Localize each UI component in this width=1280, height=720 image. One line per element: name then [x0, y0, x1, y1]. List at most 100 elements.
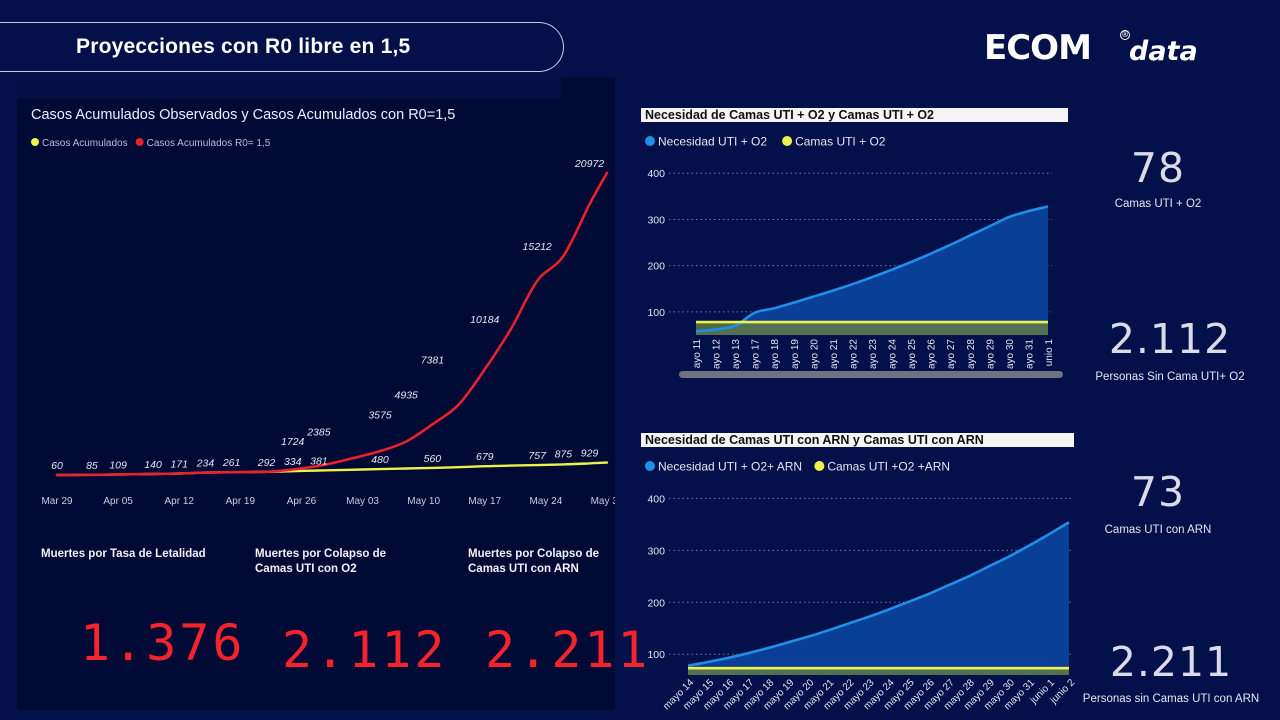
y-tick-label: 300 — [647, 214, 665, 226]
logo-main: ECOM — [984, 28, 1092, 68]
legend-marker-1 — [782, 136, 793, 146]
y-tick-label: 400 — [647, 168, 665, 180]
beds-area — [696, 322, 1048, 335]
cumulative-cases-chart: Casos Acumulados Casos Acumulados R0= 1,5… — [31, 138, 615, 507]
data-label: 261 — [222, 457, 241, 469]
x-tick-label: ayo 11 — [692, 339, 703, 369]
data-label: 171 — [170, 459, 188, 471]
legend-label-1: Camas UTI + O2 — [795, 135, 886, 149]
x-tick-label: May 31 — [591, 496, 615, 507]
x-tick-label: ayo 20 — [809, 339, 820, 369]
need-line — [687, 521, 1070, 667]
y-tick-label: 400 — [647, 493, 665, 505]
x-tick-label: May 10 — [407, 496, 440, 507]
x-tick-label: ayo 30 — [1005, 339, 1016, 369]
x-tick-label: Mar 29 — [41, 496, 73, 507]
page-title: Proyecciones con R0 libre en 1,5 — [76, 35, 411, 58]
x-tick-label: May 03 — [346, 496, 379, 507]
data-label: 60 — [51, 460, 63, 472]
horizontal-scrollbar — [679, 371, 1063, 378]
data-label: 2385 — [306, 427, 331, 439]
kpi-colapso-arn-value: 2.211 — [485, 621, 651, 679]
x-tick-label: ayo 28 — [966, 339, 977, 369]
personas-o2-label: Personas Sin Cama UTI+ O2 — [1095, 371, 1245, 383]
arn-chart-title: Necesidad de Camas UTI con ARN y Camas U… — [641, 433, 1074, 447]
data-label: 1724 — [281, 436, 305, 448]
x-tick-label: ayo 25 — [907, 339, 918, 369]
data-label: 85 — [86, 460, 98, 472]
kpi-colapso-arn-label: Muertes por Colapso de Camas UTI con ARN — [468, 548, 599, 575]
series-line-1 — [55, 171, 609, 477]
x-tick-label: ayo 19 — [790, 339, 801, 369]
x-tick-label: ayo 26 — [927, 339, 938, 369]
need-area — [696, 206, 1048, 335]
data-label: 4935 — [395, 390, 419, 402]
camas-o2-label: Camas UTI + O2 — [1114, 198, 1202, 210]
x-tick-label: ayo 18 — [770, 339, 781, 369]
arn-beds-chart: Necesidad UTI + O2+ ARN Camas UTI +O2 +AR… — [645, 460, 1077, 712]
logo-sub: data — [1129, 36, 1198, 67]
x-tick-label: Apr 26 — [287, 496, 317, 507]
data-label: 292 — [257, 457, 276, 469]
x-tick-label: May 17 — [468, 496, 501, 507]
x-tick-label: ayo 12 — [712, 339, 723, 369]
data-label: 20972 — [574, 158, 604, 170]
data-label: 3575 — [368, 409, 392, 421]
data-label: 381 — [310, 455, 328, 467]
x-tick-label: ayo 22 — [848, 339, 859, 369]
o2-beds-chart: Necesidad UTI + O2 Camas UTI + O2 100 200 30… — [645, 135, 1063, 378]
x-tick-label: Apr 19 — [226, 496, 256, 507]
camas-arn-label: Camas UTI con ARN — [1104, 524, 1212, 536]
legend-label-1: Camas UTI +O2 +ARN — [827, 460, 950, 474]
data-label: 140 — [144, 459, 162, 471]
x-tick-label: ayo 21 — [829, 339, 840, 369]
data-label: 679 — [476, 451, 494, 463]
x-tick-label: ayo 17 — [751, 339, 762, 369]
legend-label-1: Casos Acumulados R0= 1,5 — [147, 138, 271, 149]
x-tick-label: Apr 12 — [164, 496, 194, 507]
y-tick-label: 100 — [647, 307, 665, 319]
data-label: 109 — [109, 459, 127, 471]
kpi-letalidad-value: 1.376 — [80, 614, 246, 672]
x-tick-label: May 24 — [529, 496, 562, 507]
x-tick-label: ayo 23 — [868, 339, 879, 369]
cumulative-chart-title: Casos Acumulados Observados y Casos Acum… — [31, 107, 456, 123]
need-line — [695, 205, 1049, 333]
x-tick-label: unio 1 — [1044, 339, 1055, 367]
personas-o2-value: 2.112 — [1108, 315, 1232, 363]
personas-arn-value: 2.211 — [1109, 638, 1233, 686]
legend-label-0: Necesidad UTI + O2 — [658, 135, 767, 149]
data-label: 234 — [196, 458, 215, 470]
kpi-colapso-o2-label: Muertes por Colapso de Camas UTI con O2 — [255, 548, 386, 575]
legend-marker-1 — [135, 138, 144, 146]
legend-marker-0 — [645, 136, 655, 146]
o2-chart-title: Necesidad de Camas UTI + O2 y Camas UTI … — [641, 108, 1068, 122]
personas-arn-label: Personas sin Camas UTI con ARN — [1082, 693, 1260, 705]
y-tick-label: 200 — [647, 261, 665, 273]
legend-label-0: Casos Acumulados — [42, 138, 128, 149]
x-tick-label: ayo 13 — [731, 339, 742, 369]
need-area — [688, 522, 1069, 675]
beds-area — [688, 668, 1069, 675]
logo-registered-mark: ® — [1120, 30, 1130, 40]
kpi-letalidad-label: Muertes por Tasa de Letalidad — [41, 548, 206, 560]
title-banner: Proyecciones con R0 libre en 1,5 — [0, 22, 564, 72]
data-label: 875 — [555, 448, 573, 460]
legend-marker-1 — [814, 461, 825, 471]
y-tick-label: 100 — [647, 649, 665, 661]
legend-label-0: Necesidad UTI + O2+ ARN — [658, 460, 802, 474]
data-label: 560 — [424, 453, 442, 465]
data-label: 757 — [528, 450, 547, 462]
data-label: 334 — [284, 456, 302, 468]
x-tick-label: ayo 27 — [946, 339, 957, 369]
data-label: 7381 — [421, 354, 444, 366]
camas-o2-value: 78 — [1130, 144, 1186, 192]
data-label: 929 — [581, 448, 599, 460]
x-tick-label: ayo 31 — [1024, 339, 1035, 369]
y-tick-label: 300 — [647, 545, 665, 557]
legend-marker-0 — [31, 138, 39, 146]
x-tick-label: Apr 05 — [103, 496, 133, 507]
camas-arn-value: 73 — [1130, 468, 1186, 516]
left-panel — [17, 77, 615, 710]
kpi-colapso-o2-value: 2.112 — [282, 621, 448, 679]
